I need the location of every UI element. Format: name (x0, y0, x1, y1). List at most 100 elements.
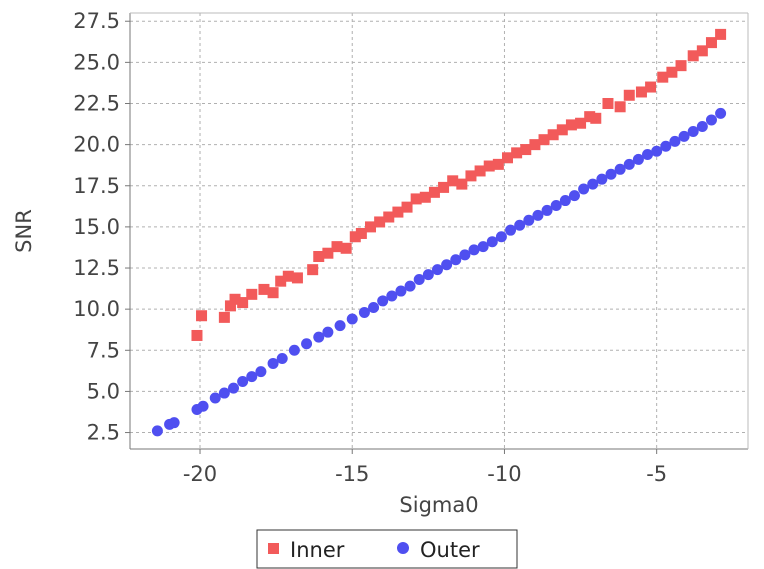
data-point (687, 50, 699, 62)
x-tick-label: -10 (487, 462, 521, 486)
y-tick-label: 17.5 (73, 174, 120, 198)
data-point (520, 144, 532, 156)
data-point (282, 270, 294, 282)
data-point (696, 121, 708, 133)
series-outer (151, 107, 727, 437)
data-point (584, 111, 596, 123)
y-tick-label: 5.0 (87, 379, 120, 403)
data-point (229, 293, 241, 305)
data-point (483, 160, 495, 172)
data-point (209, 392, 221, 404)
data-point (246, 288, 258, 300)
data-point (237, 376, 249, 388)
y-tick-label: 27.5 (73, 9, 120, 33)
data-point (459, 249, 471, 261)
data-point (428, 186, 440, 198)
data-point (596, 173, 608, 185)
data-point (495, 231, 507, 243)
data-point (413, 274, 425, 286)
data-point (447, 175, 459, 187)
x-tick-label: -5 (646, 462, 667, 486)
data-point (258, 283, 270, 295)
data-point (355, 227, 367, 239)
series-inner (191, 28, 727, 341)
data-point (623, 89, 635, 101)
data-point (395, 285, 407, 297)
data-point (301, 338, 313, 350)
data-point (614, 163, 626, 175)
data-point (377, 295, 389, 307)
data-point (477, 241, 489, 253)
data-point (590, 112, 602, 124)
data-point (705, 114, 717, 126)
plot-area (130, 13, 748, 449)
data-point (602, 97, 614, 109)
data-point (687, 125, 699, 137)
legend: Inner Outer (256, 529, 518, 569)
legend-inner-label: Inner (290, 538, 345, 562)
data-point (660, 140, 672, 152)
data-points (151, 28, 727, 437)
data-point (349, 231, 361, 243)
data-point (568, 190, 580, 202)
y-tick-label: 25.0 (73, 50, 120, 74)
data-point (340, 242, 352, 254)
data-point (465, 170, 477, 182)
data-point (657, 71, 669, 83)
legend-outer-label: Outer (420, 538, 480, 562)
data-point (191, 329, 203, 341)
data-point (255, 366, 267, 378)
data-point (529, 139, 541, 151)
data-point (392, 206, 404, 218)
data-point (523, 214, 535, 226)
data-point (168, 417, 180, 429)
y-tick-labels: 2.5 5.0 7.5 10.0 12.5 15.0 17.5 20.0 22.5 25.0 27.… (73, 9, 120, 444)
grid-lines (130, 13, 748, 449)
data-point (547, 129, 559, 141)
data-point (322, 326, 334, 338)
data-point (538, 134, 550, 146)
data-point (383, 211, 395, 223)
data-point (468, 244, 480, 256)
data-point (267, 287, 279, 299)
data-point (492, 158, 504, 170)
data-point (197, 400, 209, 412)
data-point (401, 201, 413, 213)
data-point (456, 178, 468, 190)
data-point (218, 387, 230, 399)
legend-inner-marker (268, 543, 279, 554)
data-point (228, 382, 240, 394)
axes (125, 12, 749, 454)
data-point (441, 259, 453, 271)
x-tick-label: -20 (183, 462, 217, 486)
data-point (422, 269, 434, 281)
data-point (307, 264, 319, 276)
data-point (365, 221, 377, 233)
y-axis-title: SNR (12, 209, 36, 253)
data-point (605, 168, 617, 180)
data-point (276, 353, 288, 365)
data-point (331, 241, 343, 253)
y-tick-label: 10.0 (73, 297, 120, 321)
legend-outer-marker (397, 542, 409, 554)
y-tick-label: 20.0 (73, 133, 120, 157)
data-point (514, 219, 526, 231)
data-point (486, 236, 498, 248)
y-tick-label: 12.5 (73, 256, 120, 280)
data-point (635, 86, 647, 98)
data-point (196, 310, 208, 322)
data-point (374, 216, 386, 228)
data-point (678, 130, 690, 142)
data-point (368, 302, 380, 314)
data-point (511, 147, 523, 159)
data-point (438, 181, 450, 193)
data-point (550, 199, 562, 211)
data-point (705, 37, 717, 49)
data-point (715, 28, 727, 40)
data-point (575, 117, 587, 129)
data-point (313, 251, 325, 263)
y-tick-label: 2.5 (87, 421, 120, 445)
data-point (267, 357, 279, 369)
legend-box (256, 529, 518, 569)
